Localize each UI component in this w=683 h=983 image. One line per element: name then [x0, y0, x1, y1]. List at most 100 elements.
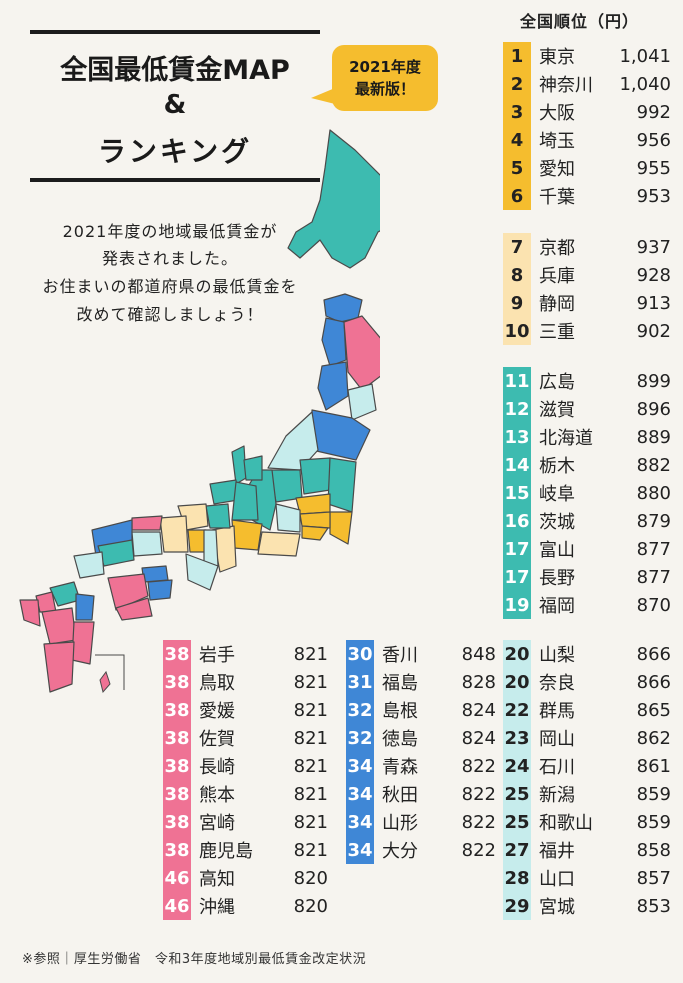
rank-number: 31	[346, 668, 374, 696]
ranking-row: 19 福岡 870	[503, 591, 681, 619]
rank-number: 38	[163, 752, 191, 780]
rank-number: 27	[503, 836, 531, 864]
prefecture-name: 東京	[539, 47, 575, 68]
rank-number: 34	[346, 808, 374, 836]
rank-number: 15	[503, 479, 531, 507]
rank-number: 46	[163, 864, 191, 892]
minimum-wage: 862	[636, 727, 671, 749]
ranking-row: 24 石川 861	[503, 752, 681, 780]
prefecture-name: 新潟	[539, 785, 575, 806]
rank-number: 23	[503, 724, 531, 752]
rank-number: 22	[503, 696, 531, 724]
minimum-wage: 821	[293, 755, 328, 777]
rank-number: 32	[346, 696, 374, 724]
rank-number: 20	[503, 668, 531, 696]
map-chiba	[329, 511, 353, 545]
rank-number: 14	[503, 451, 531, 479]
map-hyogo	[159, 515, 189, 553]
prefecture-name: 愛媛	[199, 701, 235, 722]
prefecture-name: 愛知	[539, 159, 575, 180]
source-footnote: ※参照｜厚生労働省 令和3年度地域別最低賃金改定状況	[22, 952, 367, 967]
prefecture-name: 福島	[382, 673, 418, 694]
minimum-wage: 822	[461, 755, 496, 777]
rank-number: 9	[503, 289, 531, 317]
map-kagawa	[141, 565, 169, 583]
prefecture-name: 香川	[382, 645, 418, 666]
badge-tail	[311, 88, 335, 104]
prefecture-name: 山梨	[539, 645, 575, 666]
minimum-wage: 859	[636, 811, 671, 833]
prefecture-name: 熊本	[199, 785, 235, 806]
prefecture-name: 鳥取	[199, 673, 235, 694]
rank-number: 11	[503, 367, 531, 395]
rank-number: 19	[503, 591, 531, 619]
prefecture-name: 高知	[199, 869, 235, 890]
prefecture-name: 奈良	[539, 673, 575, 694]
minimum-wage: 928	[636, 264, 671, 286]
rank-number: 32	[346, 724, 374, 752]
minimum-wage: 866	[636, 643, 671, 665]
page-title: 全国最低賃金MAP	[60, 55, 290, 86]
rank-number: 38	[163, 780, 191, 808]
rank-number: 13	[503, 423, 531, 451]
minimum-wage: 821	[293, 783, 328, 805]
prefecture-name: 京都	[539, 238, 575, 259]
minimum-wage: 937	[636, 236, 671, 258]
minimum-wage: 953	[636, 185, 671, 207]
map-nara	[203, 529, 219, 567]
ranking-row: 15 岐阜 880	[503, 479, 681, 507]
minimum-wage: 882	[636, 454, 671, 476]
map-kumamoto	[41, 607, 77, 645]
ranking-row: 25 和歌山 859	[503, 808, 681, 836]
prefecture-name: 岩手	[199, 645, 235, 666]
prefecture-name: 石川	[539, 757, 575, 778]
prefecture-name: 福岡	[539, 596, 575, 617]
minimum-wage: 859	[636, 783, 671, 805]
minimum-wage: 821	[293, 839, 328, 861]
prefecture-name: 茨城	[539, 512, 575, 533]
ranking-row: 34 秋田 822	[346, 780, 506, 808]
map-yamaguchi	[73, 551, 105, 579]
map-nagasaki	[19, 599, 41, 627]
rank-number: 38	[163, 724, 191, 752]
prefecture-name: 滋賀	[539, 400, 575, 421]
minimum-wage: 1,040	[619, 73, 671, 95]
rank-number: 38	[163, 836, 191, 864]
ranking-row: 38 長崎 821	[163, 752, 338, 780]
prefecture-name: 静岡	[539, 294, 575, 315]
japan-map	[19, 129, 380, 694]
prefecture-name: 広島	[539, 372, 575, 393]
map-miyazaki	[71, 621, 95, 665]
page-subtitle: ランキング	[97, 135, 253, 168]
rank-number: 16	[503, 507, 531, 535]
map-saitama	[295, 493, 331, 515]
minimum-wage: 889	[636, 426, 671, 448]
rank-number: 7	[503, 233, 531, 261]
minimum-wage: 822	[461, 783, 496, 805]
ranking-row: 7 京都 937	[503, 233, 681, 261]
prefecture-name: 秋田	[382, 785, 418, 806]
minimum-wage: 821	[293, 811, 328, 833]
ranking-row: 3 大阪 992	[503, 98, 681, 126]
ranking-row: 30 香川 848	[346, 640, 506, 668]
ranking-row: 34 大分 822	[346, 836, 506, 864]
prefecture-name: 長崎	[199, 757, 235, 778]
map-akita	[321, 317, 347, 367]
ranking-row: 38 愛媛 821	[163, 696, 338, 724]
rank-number: 30	[346, 640, 374, 668]
rank-number: 17	[503, 535, 531, 563]
prefecture-name: 宮崎	[199, 813, 235, 834]
minimum-wage: 955	[636, 157, 671, 179]
map-hokkaido	[287, 129, 380, 269]
prefecture-name: 宮城	[539, 897, 575, 918]
ranking-row: 38 宮崎 821	[163, 808, 338, 836]
rank-number: 6	[503, 182, 531, 210]
intro-line-3: お住まいの都道府県の最低賃金を	[42, 277, 298, 296]
map-okinawa	[99, 670, 111, 694]
title-rule-top	[30, 30, 320, 34]
prefecture-name: 鹿児島	[199, 841, 253, 862]
minimum-wage: 820	[293, 895, 328, 917]
prefecture-name: 山口	[539, 869, 575, 890]
minimum-wage: 896	[636, 398, 671, 420]
title-ampersand: &	[163, 90, 187, 120]
